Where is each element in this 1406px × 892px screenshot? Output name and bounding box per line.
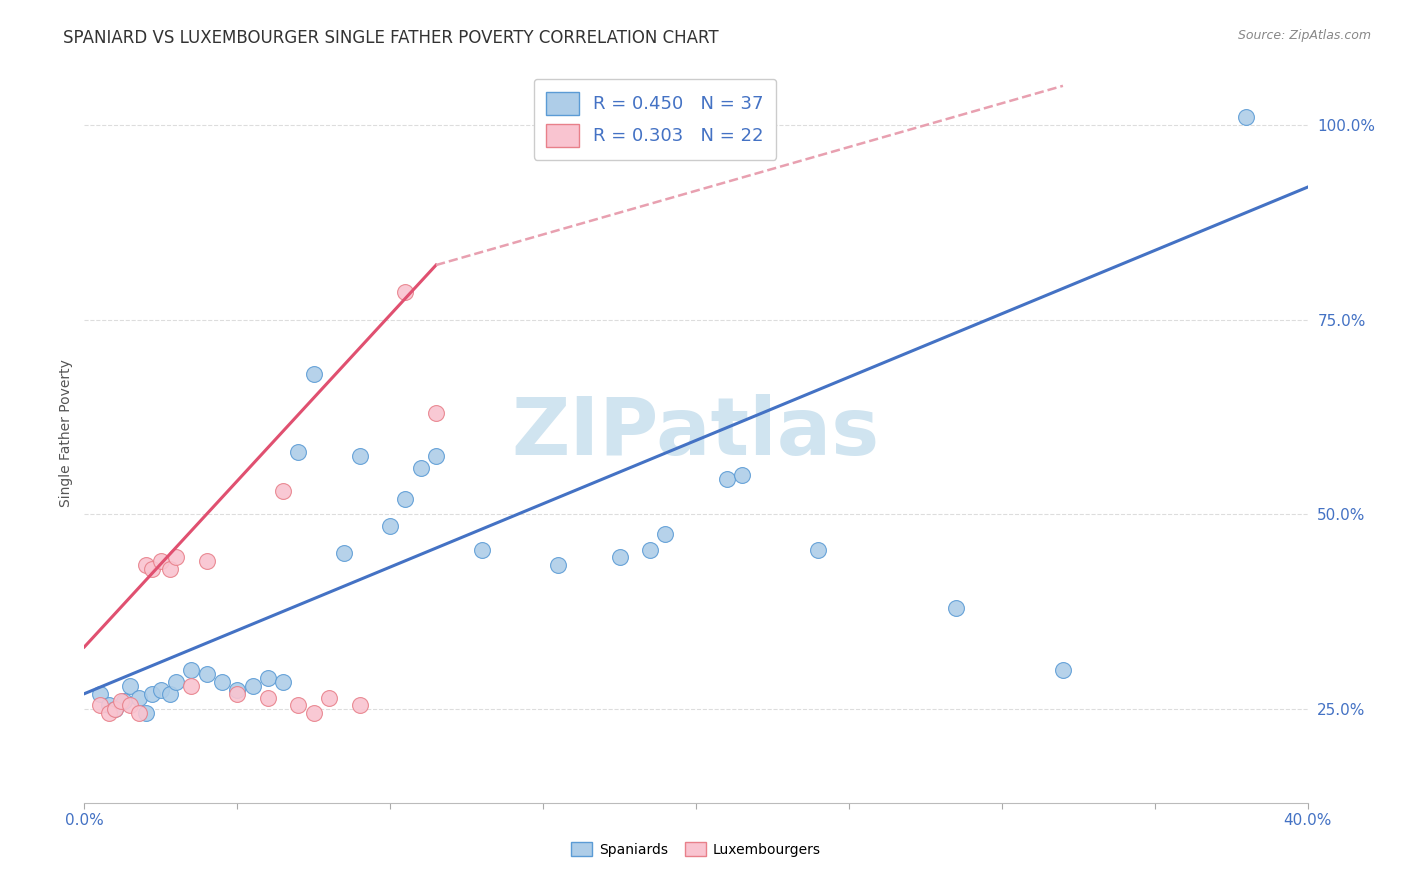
- Point: [807, 542, 830, 557]
- Point: [349, 449, 371, 463]
- Point: [195, 667, 218, 681]
- Point: [302, 706, 325, 721]
- Point: [120, 698, 142, 713]
- Point: [97, 698, 120, 713]
- Point: [425, 449, 447, 463]
- Point: [128, 706, 150, 721]
- Point: [97, 706, 120, 721]
- Y-axis label: Single Father Poverty: Single Father Poverty: [59, 359, 73, 507]
- Point: [165, 550, 187, 565]
- Point: [349, 698, 371, 713]
- Point: [547, 558, 569, 573]
- Point: [302, 367, 325, 381]
- Point: [409, 460, 432, 475]
- Point: [471, 542, 494, 557]
- Point: [333, 546, 356, 560]
- Point: [211, 675, 233, 690]
- Point: [141, 562, 163, 576]
- Point: [318, 690, 340, 705]
- Point: [1236, 110, 1258, 124]
- Text: SPANIARD VS LUXEMBOURGER SINGLE FATHER POVERTY CORRELATION CHART: SPANIARD VS LUXEMBOURGER SINGLE FATHER P…: [63, 29, 718, 46]
- Point: [716, 472, 738, 486]
- Point: [135, 558, 157, 573]
- Point: [180, 679, 202, 693]
- Point: [1052, 663, 1074, 677]
- Point: [110, 694, 132, 708]
- Point: [287, 445, 309, 459]
- Point: [135, 706, 157, 721]
- Point: [394, 285, 416, 300]
- Point: [271, 675, 294, 690]
- Point: [654, 527, 676, 541]
- Point: [159, 687, 181, 701]
- Point: [257, 671, 280, 685]
- Point: [120, 679, 142, 693]
- Legend: Spaniards, Luxembourgers: Spaniards, Luxembourgers: [565, 837, 827, 863]
- Point: [226, 682, 249, 697]
- Point: [149, 682, 172, 697]
- Point: [242, 679, 264, 693]
- Point: [731, 468, 754, 483]
- Point: [104, 702, 127, 716]
- Point: [128, 690, 150, 705]
- Point: [380, 519, 402, 533]
- Point: [149, 554, 172, 568]
- Point: [165, 675, 187, 690]
- Point: [945, 601, 967, 615]
- Text: ZIPatlas: ZIPatlas: [512, 393, 880, 472]
- Point: [89, 687, 111, 701]
- Point: [287, 698, 309, 713]
- Point: [394, 491, 416, 506]
- Point: [180, 663, 202, 677]
- Point: [257, 690, 280, 705]
- Text: Source: ZipAtlas.com: Source: ZipAtlas.com: [1237, 29, 1371, 42]
- Point: [226, 687, 249, 701]
- Point: [159, 562, 181, 576]
- Point: [609, 550, 631, 565]
- Point: [425, 406, 447, 420]
- Point: [271, 484, 294, 499]
- Point: [89, 698, 111, 713]
- Point: [638, 542, 661, 557]
- Point: [141, 687, 163, 701]
- Point: [104, 702, 127, 716]
- Point: [112, 694, 135, 708]
- Point: [195, 554, 218, 568]
